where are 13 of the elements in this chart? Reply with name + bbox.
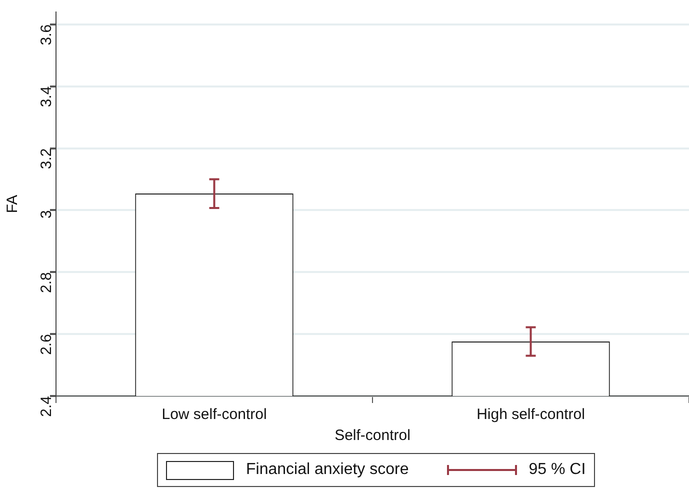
x-axis-title: Self-control — [334, 427, 410, 444]
y-tick-label: 2.6 — [38, 334, 56, 355]
y-tick-label: 3.6 — [38, 24, 56, 46]
x-tick-label: Low self-control — [162, 406, 267, 424]
y-axis-title: FA — [4, 194, 22, 214]
text: Financial anxiety score — [246, 461, 409, 479]
y-tick-label: 2.8 — [38, 272, 56, 293]
text: 95 % CI — [528, 461, 586, 479]
y-tick-label: 2.4 — [38, 396, 56, 417]
y-tick-label: 3.4 — [38, 86, 56, 108]
x-tick-label: High self-control — [476, 406, 585, 424]
y-tick-label: 3 — [38, 210, 56, 219]
y-tick-label: 3.2 — [38, 148, 56, 170]
